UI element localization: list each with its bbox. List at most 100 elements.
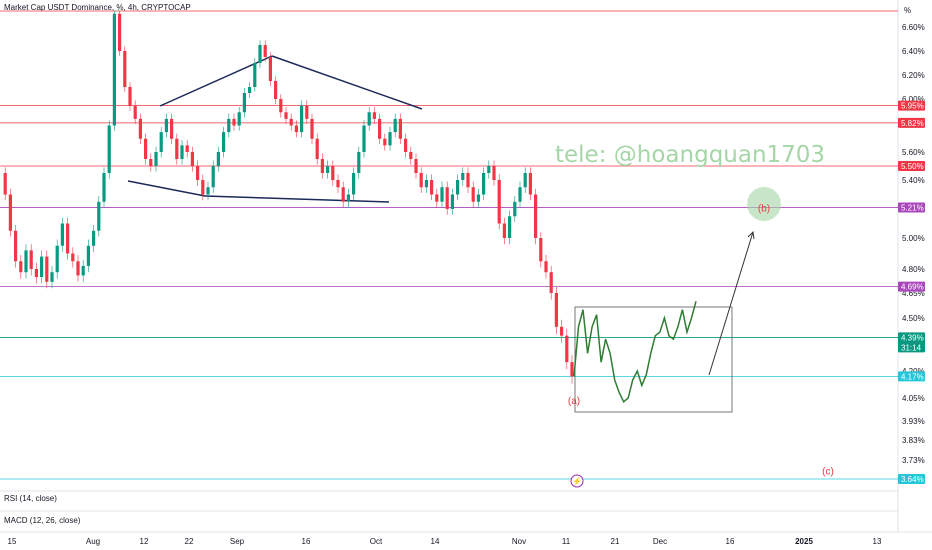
candle-body	[570, 362, 574, 377]
candle-body	[461, 173, 465, 180]
candle-body	[60, 223, 64, 246]
price-tick-label: 5.60%	[902, 148, 925, 157]
time-tick-label: Dec	[653, 537, 667, 546]
candle-body	[404, 138, 408, 152]
price-axis-unit: %	[904, 6, 911, 15]
candle-body	[149, 159, 153, 166]
lightning-glyph: ⚡	[572, 476, 582, 486]
candle-body	[466, 173, 470, 188]
candle-body	[482, 173, 486, 195]
candle-body	[242, 93, 246, 113]
candle-body	[539, 238, 543, 262]
candle-body	[326, 166, 330, 173]
candle-body	[497, 180, 501, 224]
wave-annotations: (a) (b) (c)	[568, 204, 834, 478]
candle-body	[97, 201, 101, 231]
price-tick-label: 4.80%	[902, 265, 925, 274]
candle-body	[440, 187, 444, 202]
candle-body	[565, 335, 569, 363]
projection-series	[573, 301, 697, 403]
candle-body	[424, 180, 428, 188]
candle-body	[518, 187, 522, 202]
price-tag-label: 5.82%	[901, 119, 924, 128]
wave-label: (a)	[568, 396, 580, 407]
pattern-drawings: ⚡	[127, 55, 781, 488]
price-tick-label: 3.83%	[902, 436, 925, 445]
candle-body	[419, 173, 423, 188]
watermark-text: tele: @hoangquan1703	[555, 142, 825, 168]
candle-body	[206, 187, 210, 195]
price-series	[3, 11, 574, 384]
candle-body	[50, 272, 54, 282]
lightning-icon[interactable]	[570, 474, 584, 488]
candle-body	[315, 138, 319, 159]
candle-body	[258, 45, 262, 63]
projection-arrow[interactable]	[708, 231, 754, 376]
candle-body	[388, 132, 392, 146]
candle-body	[3, 173, 7, 195]
time-tick-label: 22	[185, 537, 194, 546]
candle-body	[320, 159, 324, 173]
price-tag-label: 4.17%	[901, 372, 924, 381]
candle-body	[76, 261, 80, 276]
candle-body	[8, 194, 12, 231]
candle-body	[554, 293, 558, 327]
time-tick-label: Sep	[230, 537, 245, 546]
candle-body	[549, 272, 553, 293]
target-b-circle[interactable]	[747, 187, 781, 221]
candle-body	[300, 105, 304, 133]
candle-body	[289, 118, 293, 126]
candle-body	[528, 173, 532, 195]
price-tag-bg	[898, 161, 925, 171]
candle-body	[19, 261, 23, 273]
candle-body	[294, 125, 298, 133]
candle-body	[268, 57, 272, 81]
price-tag-label: 5.50%	[901, 162, 924, 171]
candle-body	[86, 245, 90, 266]
candle-body	[232, 118, 236, 126]
price-tag-bg	[898, 117, 925, 128]
price-axis[interactable]: % 6.60% 6.40% 6.20% 6.00% 5.60% 5.40% 5.00% 4.8…	[902, 6, 925, 465]
arrow-head-icon	[747, 230, 755, 240]
horizontal-levels	[0, 10, 898, 480]
candle-body	[372, 112, 376, 119]
candle-body	[170, 118, 174, 139]
macd-indicator-label[interactable]: MACD (12, 26, close)	[4, 516, 81, 525]
candle-body	[274, 81, 278, 99]
price-tag-label: 3.64%	[901, 475, 924, 484]
candle-body	[66, 223, 70, 254]
price-tag-label: 5.21%	[901, 204, 924, 213]
candle-body	[253, 63, 257, 87]
candle-body	[263, 45, 267, 57]
time-tick-label: Aug	[86, 537, 100, 546]
candle-body	[523, 173, 527, 188]
projection-box[interactable]	[574, 306, 733, 413]
candle-body	[357, 152, 361, 173]
wave-label: (c)	[822, 467, 834, 478]
price-tag-bg	[898, 100, 925, 111]
rsi-indicator-label[interactable]: RSI (14, close)	[4, 494, 57, 503]
time-tick-label: 12	[140, 537, 149, 546]
wedge-lower-left-line[interactable]	[127, 180, 206, 197]
time-tick-label: 21	[611, 537, 620, 546]
wedge-upper-right-line[interactable]	[271, 55, 423, 110]
time-axis[interactable]: 15 Aug 12 22 Sep 16 Oct 14 Nov 11 21 Dec 16 2025 13	[8, 537, 882, 546]
candle-body	[279, 99, 283, 113]
candle-body	[476, 194, 480, 202]
price-tick-label: 6.40%	[902, 47, 925, 56]
candle-body	[352, 173, 356, 195]
wedge-lower-right-line[interactable]	[204, 195, 390, 203]
price-tags: 5.95% 5.82% 5.50% 5.21% 4.69% 4.39%31:14 4.17%…	[898, 100, 925, 484]
candle-body	[502, 223, 506, 238]
price-tick-label: 6.20%	[902, 71, 925, 80]
candle-body	[383, 138, 387, 146]
time-tick-label: 11	[562, 537, 571, 546]
candle-body	[409, 152, 413, 159]
candle-body	[92, 230, 96, 246]
time-tick-label: 16	[302, 537, 311, 546]
price-tick-label: 6.00%	[902, 95, 925, 104]
price-tick-label: 3.73%	[902, 456, 925, 465]
candle-body	[133, 105, 137, 119]
candle-body	[560, 326, 564, 336]
